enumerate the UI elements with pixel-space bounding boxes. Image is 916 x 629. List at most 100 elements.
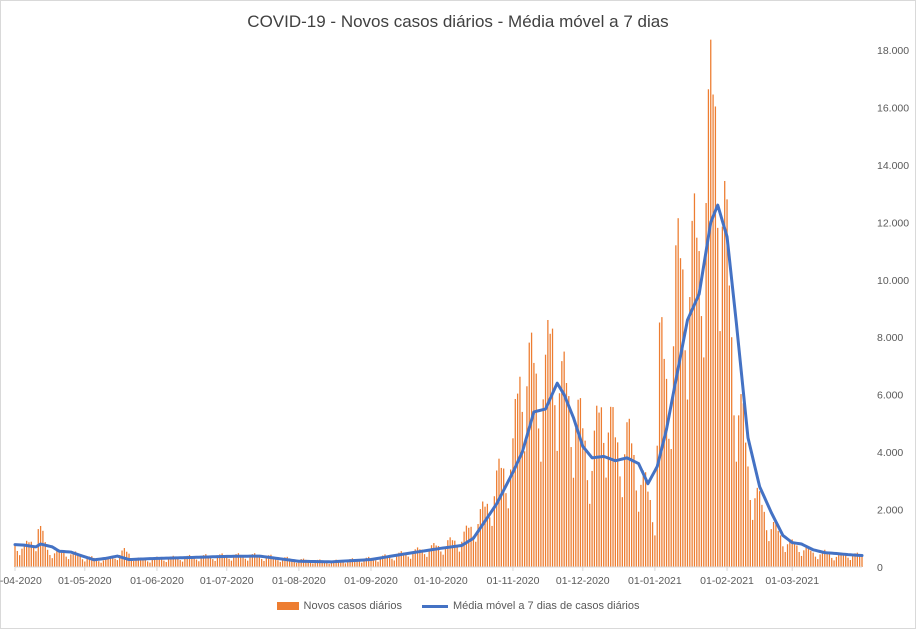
daily-cases-bar	[86, 558, 88, 567]
y-tick-label: 10.000	[877, 275, 909, 287]
daily-cases-bar	[544, 354, 547, 567]
daily-cases-bar	[184, 558, 186, 567]
daily-cases-bar	[309, 562, 312, 567]
daily-cases-bar	[796, 545, 798, 567]
daily-cases-bar	[640, 484, 642, 567]
daily-cases-bar	[223, 555, 226, 567]
daily-cases-bar	[668, 438, 670, 567]
daily-cases-bar	[523, 451, 526, 567]
legend-item-bars[interactable]: Novos casos diários	[276, 600, 402, 612]
daily-cases-bar	[712, 94, 714, 568]
daily-cases-bar	[46, 549, 49, 567]
daily-cases-bar	[798, 552, 800, 567]
daily-cases-bar	[859, 554, 861, 567]
daily-cases-bar	[782, 546, 784, 567]
daily-cases-bar	[726, 199, 728, 568]
daily-cases-bar	[416, 547, 419, 567]
daily-cases-bar	[158, 557, 160, 567]
daily-cases-bar	[133, 561, 135, 567]
daily-cases-bar	[626, 422, 628, 567]
daily-cases-bar	[181, 561, 184, 567]
daily-cases-bar	[98, 561, 100, 567]
y-tick-label: 4.000	[877, 447, 903, 459]
daily-cases-bar	[810, 550, 812, 567]
daily-cases-bar	[91, 556, 93, 567]
daily-cases-bar	[228, 558, 230, 567]
daily-cases-bar	[361, 562, 363, 567]
daily-cases-bar	[100, 562, 102, 567]
daily-cases-bar	[565, 383, 568, 567]
daily-cases-bar	[847, 557, 849, 567]
daily-cases-bar	[845, 554, 847, 567]
daily-cases-bar	[372, 558, 374, 567]
daily-cases-bar	[717, 227, 719, 567]
daily-cases-bar	[272, 556, 274, 567]
daily-cases-bar	[619, 476, 621, 567]
daily-cases-bar	[749, 500, 751, 567]
daily-cases-bar	[672, 346, 675, 567]
legend-item-line[interactable]: Média móvel a 7 dias de casos diários	[421, 600, 639, 612]
daily-cases-bar	[351, 558, 354, 567]
daily-cases-bar	[53, 553, 56, 567]
daily-cases-bar	[58, 549, 60, 567]
daily-cases-bar	[607, 432, 610, 567]
daily-cases-bar	[382, 555, 384, 567]
daily-cases-bar	[268, 555, 270, 567]
daily-cases-bar	[831, 557, 833, 567]
daily-cases-bar	[14, 544, 16, 567]
daily-cases-bar	[468, 527, 470, 567]
daily-cases-bar	[677, 218, 679, 567]
x-axis: 01-04-2020 01-05-2020 01-06-2020 01-07-2020…	[0, 566, 862, 587]
daily-cases-bar	[195, 559, 198, 567]
daily-cases-bar	[107, 557, 109, 567]
daily-cases-bar	[498, 458, 500, 567]
y-tick-label: 6.000	[877, 390, 903, 402]
daily-cases-bar	[414, 549, 416, 567]
x-tick-label: 01-03-2021	[765, 575, 819, 587]
daily-cases-bar	[656, 445, 658, 567]
y-tick-label: 12.000	[877, 217, 909, 229]
daily-cases-bar	[684, 350, 686, 567]
daily-cases-bar	[549, 333, 551, 567]
daily-cases-bar	[586, 480, 589, 567]
daily-cases-bar	[74, 551, 77, 567]
daily-cases-bar	[60, 551, 63, 567]
daily-cases-bar	[288, 558, 291, 567]
daily-cases-bar	[323, 560, 326, 567]
daily-cases-bar	[298, 560, 300, 567]
daily-cases-bar	[577, 399, 579, 567]
daily-cases-bar	[579, 398, 582, 567]
daily-cases-bar	[314, 561, 316, 567]
daily-cases-bar	[493, 496, 495, 567]
daily-cases-bar	[819, 554, 821, 567]
daily-cases-bar	[519, 376, 521, 567]
daily-cases-bar	[402, 552, 405, 567]
daily-cases-bar	[305, 559, 307, 567]
daily-cases-bar	[728, 285, 731, 567]
daily-cases-bar	[240, 554, 242, 567]
daily-cases-bar	[449, 537, 451, 567]
legend-label-bars: Novos casos diários	[303, 600, 402, 612]
daily-cases-bar	[358, 561, 361, 567]
daily-cases-bar	[647, 491, 649, 567]
daily-cases-bar	[344, 563, 347, 567]
daily-cases-bar	[340, 560, 342, 567]
daily-cases-bar	[144, 559, 146, 567]
daily-cases-bar	[777, 530, 779, 567]
daily-cases-bar	[156, 556, 158, 567]
daily-cases-bar	[530, 332, 533, 567]
daily-cases-bar	[42, 530, 44, 567]
daily-cases-bar	[838, 553, 840, 567]
daily-cases-bar	[779, 535, 782, 567]
daily-cases-bar	[212, 559, 214, 567]
daily-cases-bar	[724, 180, 726, 567]
daily-cases-bar	[442, 554, 444, 567]
y-tick-label: 18.000	[877, 45, 909, 57]
daily-cases-bar	[558, 393, 561, 567]
daily-cases-bar	[691, 220, 693, 568]
daily-cases-bar	[768, 541, 770, 567]
daily-cases-bar	[347, 560, 349, 567]
daily-cases-bar	[170, 556, 172, 567]
daily-cases-bar	[686, 399, 689, 567]
daily-cases-bar	[835, 556, 838, 567]
